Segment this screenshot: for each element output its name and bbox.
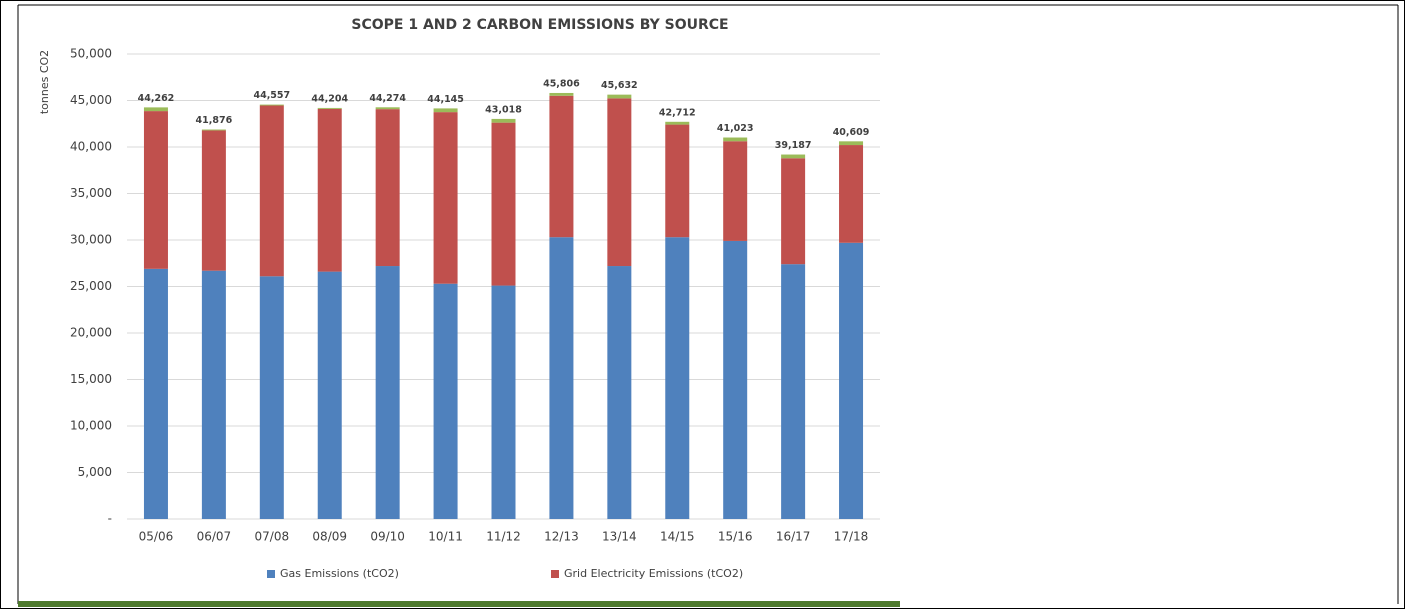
x-tick-label: 05/06 (139, 530, 174, 544)
legend-swatch (267, 570, 275, 578)
bar-segment (433, 283, 458, 519)
bar-segment (839, 145, 864, 243)
legend-swatch (551, 570, 559, 578)
bar-segment (839, 242, 864, 520)
y-tick-label: 5,000 (78, 465, 112, 479)
bar-segment (201, 130, 226, 271)
total-label: 41,023 (717, 123, 754, 134)
bar-segment (143, 111, 168, 269)
x-tick-label: 06/07 (197, 530, 232, 544)
bar-segment (491, 118, 516, 123)
bar-segment (491, 285, 516, 519)
total-label: 45,806 (543, 79, 580, 90)
x-tick-label: 12/13 (544, 530, 579, 544)
x-tick-label: 13/14 (602, 530, 637, 544)
bar-segment (839, 141, 864, 146)
total-label: 44,557 (253, 90, 290, 101)
y-tick-label: 50,000 (70, 47, 112, 61)
bar-segment (723, 240, 748, 519)
x-tick-label: 15/16 (718, 530, 753, 544)
bar-segment (375, 109, 400, 267)
legend-label: Grid Electricity Emissions (tCO2) (564, 567, 743, 580)
bar-segment (607, 266, 632, 519)
bar-segment (723, 137, 748, 142)
x-tick-label: 17/18 (834, 530, 869, 544)
bar-segment (491, 122, 516, 286)
total-label: 39,187 (775, 140, 812, 151)
bar-segment (781, 264, 806, 519)
total-label: 44,145 (427, 94, 464, 105)
total-label: 44,262 (138, 93, 175, 104)
bar-segment (201, 129, 226, 131)
y-tick-label: 40,000 (70, 140, 112, 154)
bar-segment (665, 121, 690, 125)
bar-segment (549, 92, 574, 96)
y-tick-label: 10,000 (70, 419, 112, 433)
bar-segment (665, 237, 690, 519)
x-tick-label: 10/11 (428, 530, 463, 544)
total-label: 44,204 (311, 93, 348, 104)
total-label: 42,712 (659, 107, 696, 118)
bar-segment (781, 154, 806, 159)
bar-segment (317, 108, 342, 272)
y-tick-label: 20,000 (70, 326, 112, 340)
bar-segment (201, 270, 226, 519)
bar-segment (723, 141, 748, 241)
bar-segment (549, 95, 574, 238)
bar-segment (259, 276, 284, 519)
x-tick-label: 11/12 (486, 530, 521, 544)
legend-label: Gas Emissions (tCO2) (280, 567, 399, 580)
chart-title: SCOPE 1 AND 2 CARBON EMISSIONS BY SOURCE (351, 17, 728, 33)
bar-segment (259, 105, 284, 277)
footer-bar (18, 601, 900, 607)
bar-segment (143, 107, 168, 112)
y-tick-label: 25,000 (70, 279, 112, 293)
y-tick-label: 45,000 (70, 93, 112, 107)
bar-segment (433, 112, 458, 284)
x-tick-label: 14/15 (660, 530, 695, 544)
bar-segment (665, 124, 690, 238)
y-tick-label: 35,000 (70, 186, 112, 200)
total-label: 40,609 (833, 127, 870, 138)
bar-segment (317, 107, 342, 109)
bar-segment (549, 237, 574, 519)
x-tick-label: 16/17 (776, 530, 811, 544)
y-tick-label: 15,000 (70, 372, 112, 386)
total-label: 45,632 (601, 80, 638, 91)
bar-segment (317, 271, 342, 519)
bar-segment (259, 104, 284, 106)
bar-segment (143, 268, 168, 519)
total-label: 44,274 (369, 93, 406, 104)
bar-segment (781, 158, 806, 265)
bar-segment (607, 94, 632, 99)
y-axis-label: tonnes CO2 (38, 50, 51, 114)
y-tick-label: - (108, 512, 112, 526)
total-label: 41,876 (196, 115, 233, 126)
x-tick-label: 08/09 (312, 530, 347, 544)
bar-segment (433, 108, 458, 113)
bar-segment (375, 266, 400, 519)
y-tick-label: 30,000 (70, 233, 112, 247)
total-label: 43,018 (485, 104, 522, 115)
x-tick-label: 09/10 (370, 530, 405, 544)
bar-segment (607, 98, 632, 267)
x-tick-label: 07/08 (255, 530, 290, 544)
bar-segment (375, 107, 400, 110)
